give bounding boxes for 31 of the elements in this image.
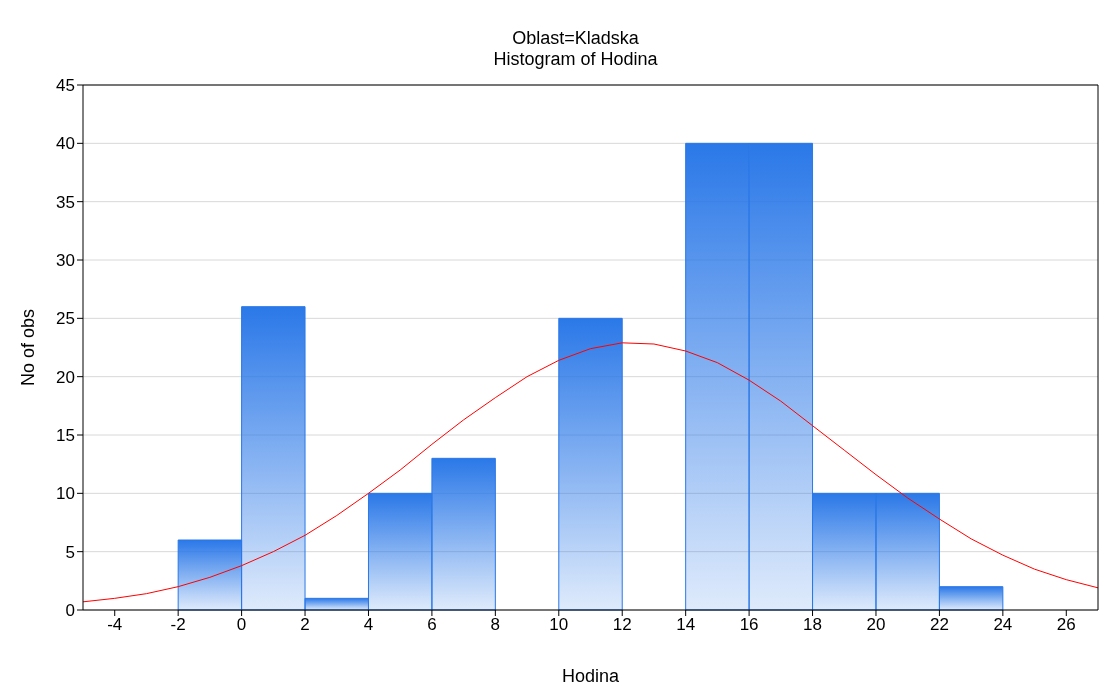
- chart-title: Oblast=Kladska: [511, 27, 640, 49]
- x-tick-label: 8: [490, 615, 501, 635]
- y-tick-label: 45: [56, 76, 75, 96]
- x-tick-label: 4: [363, 615, 374, 635]
- x-tick-label: 2: [300, 615, 310, 635]
- y-tick-label: 10: [56, 484, 75, 504]
- y-tick-label: 15: [56, 426, 75, 446]
- x-tick-label: 24: [993, 615, 1013, 635]
- line-series: [83, 342, 1098, 603]
- x-tick-label: 22: [929, 615, 949, 635]
- y-tick-label: 35: [56, 192, 75, 212]
- x-tick-label: 0: [236, 615, 247, 635]
- chart-subtitle: Histogram of Hodina: [492, 49, 659, 70]
- x-tick-label: 12: [612, 615, 632, 635]
- y-tick-label: 20: [56, 367, 75, 387]
- x-tick-label: 16: [739, 615, 759, 635]
- x-tick-label: -2: [170, 615, 186, 635]
- y-tick-label: 5: [65, 542, 75, 562]
- x-tick-label: -4: [107, 615, 123, 635]
- y-tick-label: 40: [56, 134, 75, 154]
- x-tick-label: 10: [549, 615, 569, 635]
- y-tick-label: 0: [65, 601, 75, 621]
- x-tick-label: 26: [1056, 615, 1076, 635]
- x-tick-label: 6: [427, 615, 437, 635]
- x-tick-label: 18: [803, 615, 822, 635]
- y-tick-label: 30: [56, 251, 75, 271]
- y-tick-label: 25: [56, 309, 75, 329]
- y-axis-title: No of obs: [18, 308, 39, 387]
- x-tick-label: 14: [676, 615, 696, 635]
- x-axis-title: Hodina: [561, 666, 621, 686]
- x-tick-label: 20: [866, 615, 886, 635]
